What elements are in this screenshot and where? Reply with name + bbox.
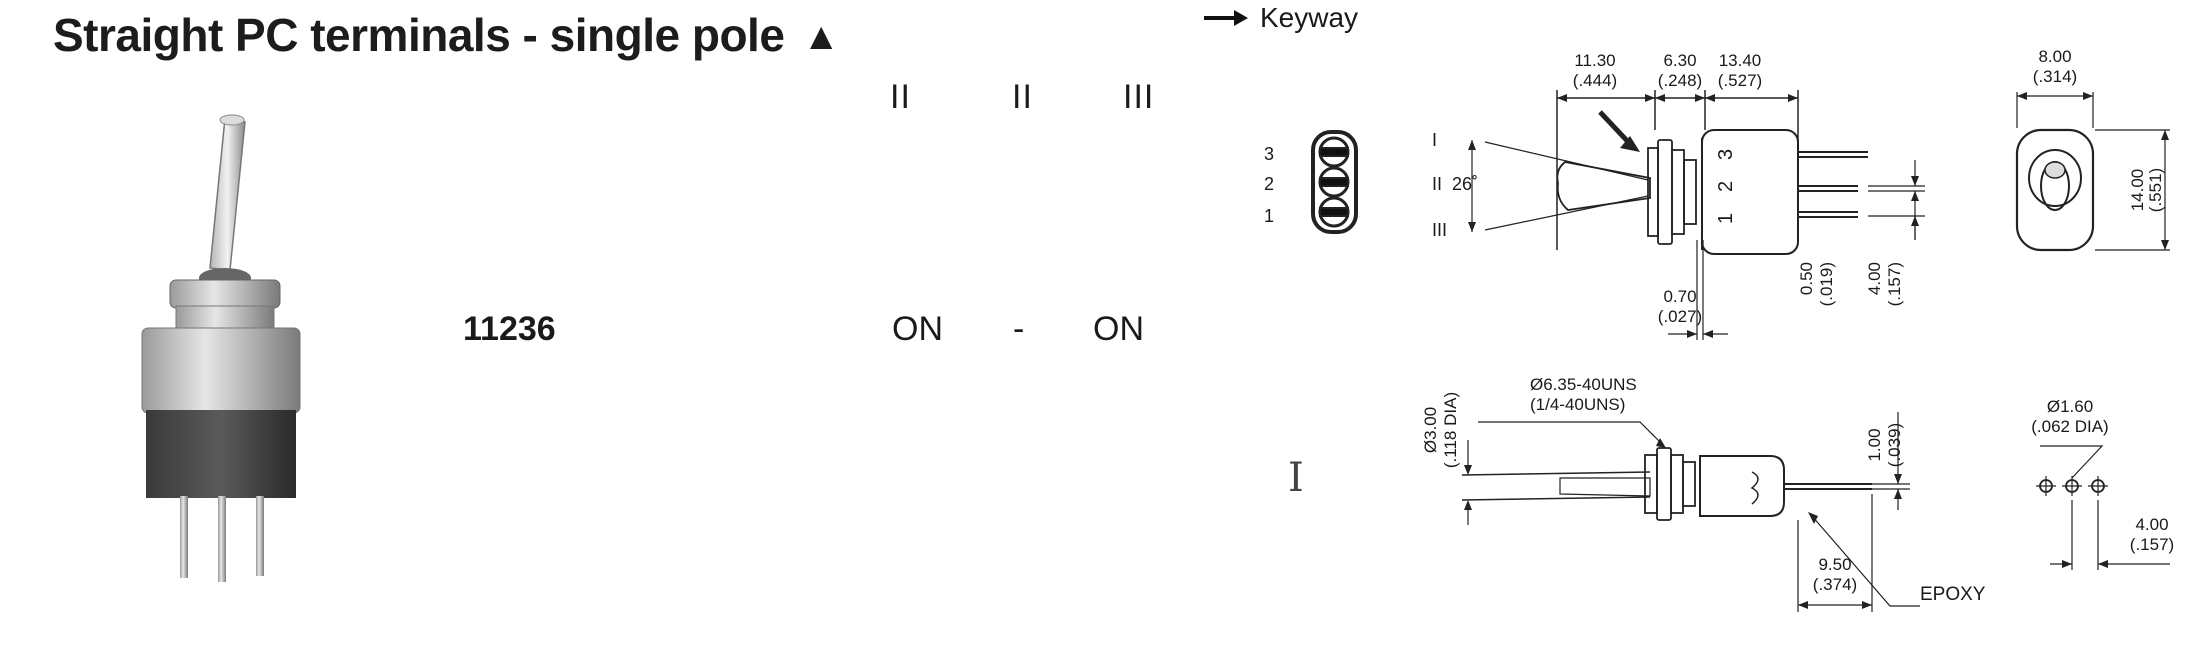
position-header-2: II	[1012, 78, 1033, 116]
title-text: Straight PC terminals - single pole	[53, 9, 785, 61]
arrow-right-icon	[1204, 10, 1248, 26]
bushing-dia-mm: Ø3.00	[1421, 407, 1440, 453]
triangle-up-icon: ▲	[802, 16, 840, 58]
body-pin-3: 3	[1715, 149, 1737, 160]
function-separator: -	[1013, 310, 1025, 348]
text-cursor-icon: I	[1288, 455, 1304, 501]
pin-number-1: 1	[1264, 206, 1274, 226]
dim-1340-inch: (.527)	[1718, 71, 1762, 90]
pitch-inch: (.157)	[2130, 535, 2174, 554]
dim-070-inch: (.027)	[1658, 307, 1702, 326]
dim-400-mm: 4.00	[1865, 262, 1884, 295]
pin-number-2: 2	[1264, 174, 1274, 194]
dim-100-inch: (.039)	[1885, 423, 1904, 467]
body-pin-1: 1	[1715, 213, 1737, 224]
keyway-legend: Keyway	[1202, 2, 1358, 34]
function-right: ON	[1093, 310, 1144, 348]
end-view: 8.00 (.314) 14.00 (.551)	[2015, 47, 2170, 252]
pin-number-3: 3	[1264, 144, 1274, 164]
dim-950-mm: 9.50	[1818, 555, 1851, 574]
pcb-hole-pattern: Ø1.60 (.062 DIA) 4.00 (.157)	[2031, 397, 2174, 570]
terminal-front-view: 3 2 1	[1264, 130, 1358, 234]
epoxy-label: EPOXY	[1920, 584, 1986, 605]
end-width-inch: (.314)	[2033, 67, 2077, 86]
angle-value: 26˚	[1452, 174, 1478, 194]
dim-1130-mm: 11.30	[1574, 51, 1615, 70]
pitch-mm: 4.00	[2135, 515, 2168, 534]
angle-position-II: II	[1432, 174, 1442, 194]
thread-spec: Ø6.35-40UNS	[1530, 375, 1637, 394]
dim-1340-mm: 13.40	[1719, 51, 1762, 70]
dim-070-mm: 0.70	[1663, 287, 1696, 306]
bushing-dia-inch: (.118 DIA)	[1441, 392, 1460, 468]
part-number: 11236	[463, 310, 556, 348]
dim-630-inch: (.248)	[1658, 71, 1702, 90]
page-title: Straight PC terminals - single pole ▲	[53, 8, 840, 62]
side-view: 11.30 (.444) 6.30 (.248) 13.40 (.527) I …	[1432, 51, 1925, 340]
dim-400-inch: (.157)	[1885, 262, 1904, 306]
hole-dia-mm: Ø1.60	[2047, 397, 2093, 416]
end-width-mm: 8.00	[2038, 47, 2071, 66]
angle-position-I: I	[1432, 130, 1437, 150]
dim-100-mm: 1.00	[1865, 428, 1884, 461]
thread-spec-inch: (1/4-40UNS)	[1530, 395, 1625, 414]
end-height-mm: 14.00	[2128, 169, 2147, 212]
toggle-switch-photo	[141, 114, 301, 582]
dim-050-inch: (.019)	[1817, 262, 1836, 306]
bottom-view: Ø3.00 (.118 DIA) Ø6.35-40UNS (1/4-40UNS)…	[1421, 375, 1986, 612]
position-header-3: III	[1123, 78, 1155, 116]
function-left: ON	[892, 310, 943, 348]
body-pin-2: 2	[1715, 181, 1737, 192]
end-height-inch: (.551)	[2146, 168, 2165, 212]
dim-1130-inch: (.444)	[1573, 71, 1617, 90]
angle-position-III: III	[1432, 220, 1447, 240]
dim-950-inch: (.374)	[1813, 575, 1857, 594]
dim-630-mm: 6.30	[1663, 51, 1696, 70]
hole-dia-inch: (.062 DIA)	[2031, 417, 2108, 436]
position-header-1: II	[890, 78, 911, 116]
keyway-label: Keyway	[1260, 2, 1359, 33]
dim-050-mm: 0.50	[1797, 262, 1816, 295]
